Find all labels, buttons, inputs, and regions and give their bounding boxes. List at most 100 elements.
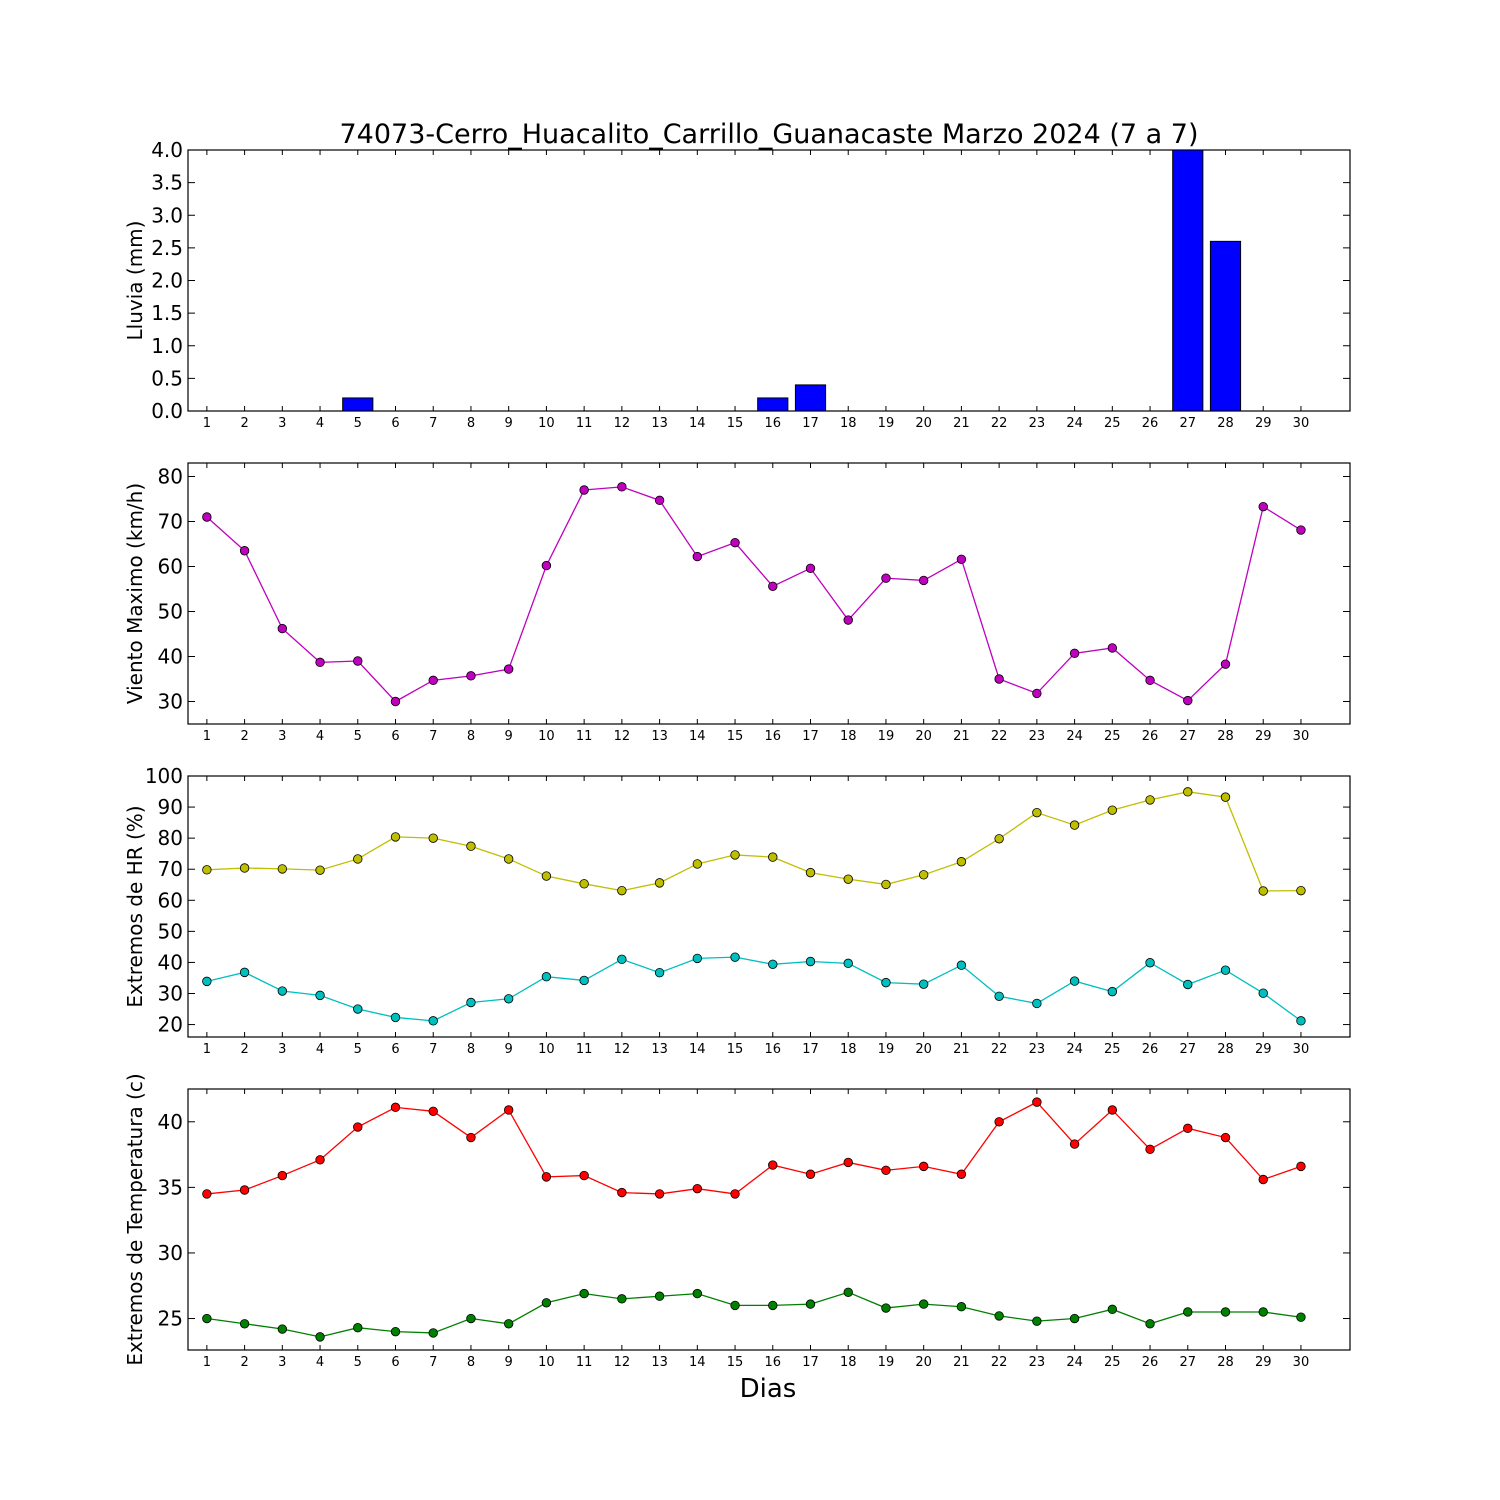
point-hr_min-day-30: [1296, 1016, 1306, 1026]
x-tick-label: 8: [467, 416, 475, 431]
point-temp_min-day-23: [1032, 1316, 1042, 1326]
point-temp_max-day-7: [428, 1106, 438, 1116]
x-tick-label: 24: [1066, 1355, 1083, 1370]
x-tick-label: 21: [953, 729, 970, 744]
point-hr_min-day-19: [881, 977, 891, 988]
point-temp_max-day-21: [956, 1169, 967, 1179]
x-tick-label: 3: [278, 416, 286, 431]
point-wind-day-24: [1069, 648, 1080, 659]
point-temp_max-day-3: [277, 1170, 288, 1181]
point-wind-day-19: [881, 573, 891, 583]
point-temp_max-day-2: [239, 1185, 250, 1195]
y-axis-label: Viento Maximo (km/h): [123, 483, 147, 704]
point-hr_min-day-12: [617, 954, 627, 965]
point-temp_max-day-15: [730, 1189, 740, 1199]
x-tick-label: 28: [1217, 416, 1234, 431]
point-hr_min-day-8: [466, 997, 476, 1008]
x-tick-label: 17: [802, 416, 819, 431]
point-hr_max-day-5: [353, 854, 363, 864]
x-tick-label: 23: [1029, 729, 1046, 744]
point-temp_max-day-19: [881, 1165, 891, 1176]
point-wind-day-5: [353, 656, 363, 666]
point-temp_max-day-13: [654, 1189, 665, 1199]
point-temp_max-day-17: [805, 1169, 816, 1179]
x-tick-label: 12: [614, 729, 631, 744]
point-hr_max-day-25: [1107, 805, 1118, 815]
point-hr_max-day-11: [579, 879, 589, 889]
point-hr_min-day-15: [730, 952, 740, 962]
x-tick-label: 30: [1293, 729, 1310, 744]
point-hr_max-day-24: [1069, 820, 1080, 830]
point-temp_min-day-12: [617, 1294, 627, 1304]
point-wind-day-25: [1107, 643, 1118, 653]
x-tick-label: 22: [991, 1355, 1008, 1370]
point-hr_max-day-6: [390, 832, 401, 842]
point-temp_min-day-4: [315, 1332, 325, 1342]
point-temp_min-day-5: [353, 1323, 363, 1333]
y-tick-label: 0.5: [151, 366, 183, 390]
x-tick-label: 15: [727, 1355, 744, 1370]
point-hr_min-day-25: [1107, 986, 1118, 997]
point-temp_max-day-16: [768, 1160, 778, 1170]
point-temp_min-day-22: [994, 1311, 1004, 1321]
point-wind-day-15: [730, 537, 740, 548]
x-tick-label: 3: [278, 1355, 286, 1370]
x-tick-label: 4: [316, 1355, 324, 1370]
x-tick-label: 20: [915, 729, 932, 744]
plot-frame: [187, 462, 1351, 725]
point-wind-day-6: [390, 696, 401, 707]
point-wind-day-9: [503, 664, 514, 674]
x-tick-label: 12: [614, 416, 631, 431]
x-tick-label: 11: [576, 729, 593, 744]
point-hr_max-day-16: [768, 852, 778, 862]
x-tick-label: 9: [505, 729, 513, 744]
point-hr_max-day-12: [617, 885, 627, 896]
series-line-wind: [206, 486, 1302, 703]
x-tick-label: 14: [689, 729, 706, 744]
point-wind-day-4: [315, 657, 325, 668]
plot-frame: [187, 775, 1351, 1038]
x-tick-label: 28: [1217, 1355, 1234, 1370]
x-tick-label: 14: [689, 416, 706, 431]
x-tick-label: 22: [991, 416, 1008, 431]
point-temp_max-day-10: [541, 1172, 552, 1182]
x-tick-label: 7: [429, 416, 437, 431]
point-hr_max-day-19: [881, 879, 891, 890]
point-wind-day-30: [1296, 525, 1306, 535]
x-tick-label: 18: [840, 416, 857, 431]
point-wind-day-29: [1258, 501, 1268, 512]
x-tick-label: 15: [727, 1042, 744, 1057]
x-tick-label: 8: [467, 1355, 475, 1370]
point-wind-day-1: [202, 512, 212, 522]
point-hr_max-day-17: [805, 867, 816, 878]
point-wind-day-18: [843, 615, 853, 625]
bar-day-27: [1172, 149, 1204, 412]
point-hr_min-day-13: [654, 967, 665, 978]
x-tick-label: 16: [764, 1355, 781, 1370]
point-hr_min-day-6: [390, 1012, 401, 1023]
point-temp_max-day-28: [1220, 1132, 1231, 1143]
point-wind-day-26: [1145, 675, 1155, 686]
x-tick-label: 2: [240, 416, 248, 431]
point-temp_max-day-1: [202, 1189, 212, 1199]
x-tick-label: 25: [1104, 1355, 1121, 1370]
y-tick-label: 60: [158, 555, 183, 579]
point-temp_min-day-30: [1296, 1312, 1306, 1322]
x-tick-label: 27: [1179, 416, 1196, 431]
x-tick-label: 10: [538, 729, 555, 744]
y-tick-label: 90: [158, 795, 183, 819]
point-wind-day-7: [428, 675, 438, 686]
point-hr_min-day-3: [277, 986, 288, 996]
point-temp_max-day-25: [1107, 1105, 1118, 1115]
x-tick-label: 22: [991, 1042, 1008, 1057]
x-tick-label: 17: [802, 1355, 819, 1370]
bar-day-16: [757, 397, 789, 412]
x-tick-label: 26: [1142, 1355, 1159, 1370]
point-hr_min-day-16: [768, 959, 778, 969]
point-hr_max-day-7: [428, 833, 438, 843]
point-hr_max-day-18: [843, 874, 853, 884]
point-temp_min-day-13: [654, 1291, 665, 1301]
point-hr_max-day-28: [1220, 792, 1231, 802]
